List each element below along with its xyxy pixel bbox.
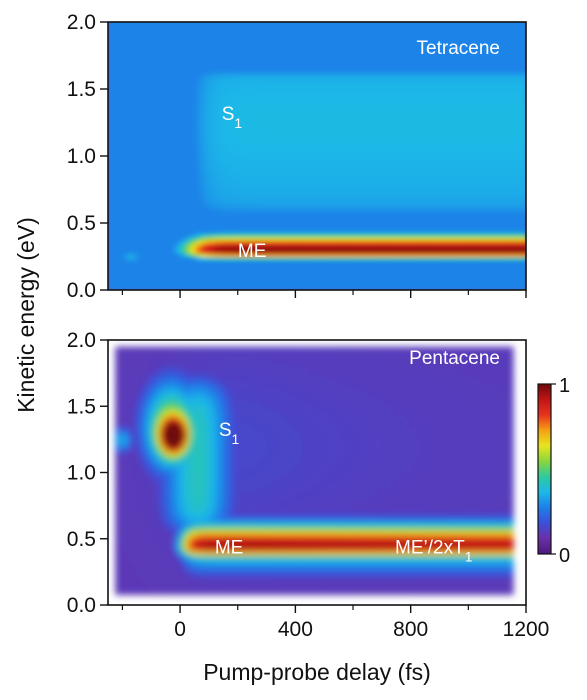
panel-pentacene-x-tick-label: 1200	[503, 618, 550, 641]
y-axis-title: Kinetic energy (eV)	[13, 217, 39, 413]
panel-tetracene-y-axis: 0.0 0.5 1.0 1.5 2.0	[67, 11, 108, 302]
colorbar: 1 0	[537, 375, 570, 567]
panel-pentacene-heatmap	[115, 346, 514, 595]
panel-pentacene-y-tick-label: 0.5	[67, 528, 96, 551]
panel-tetracene-x-ticks	[121, 290, 527, 298]
panel-tetracene-label: Tetracene	[417, 38, 500, 59]
panel-pentacene-label: Pentacene	[409, 348, 500, 369]
panel-tetracene-y-tick-label: 2.0	[67, 11, 96, 34]
panel-tetracene-y-tick-label: 0.5	[67, 212, 96, 235]
panel-pentacene-annotation: ME	[215, 538, 244, 559]
colorbar-min-label: 0	[559, 545, 570, 567]
panel-tetracene-heatmap	[108, 22, 526, 290]
panel-pentacene-x-tick-label: 0	[174, 618, 186, 641]
panel-tetracene-y-tick-label: 0.0	[67, 279, 96, 302]
panel-pentacene-x-tick-label: 800	[393, 618, 428, 641]
panel-tetracene-y-tick-label: 1.5	[67, 78, 96, 101]
panel-pentacene-y-tick-label: 1.5	[67, 395, 96, 418]
panel-pentacene-y-axis: 0.0 0.5 1.0 1.5 2.0	[67, 329, 108, 617]
colorbar-max-label: 1	[559, 375, 570, 397]
panel-tetracene-annotation: ME	[238, 241, 267, 262]
panel-pentacene-y-tick-label: 2.0	[67, 329, 96, 352]
panel-tetracene-y-tick-label: 1.0	[67, 145, 96, 168]
colorbar-scale	[537, 383, 552, 555]
panel-pentacene-x-axis: 0 400 800 1200	[121, 605, 550, 641]
x-axis-title: Pump-probe delay (fs)	[203, 659, 431, 685]
panel-pentacene-y-tick-label: 1.0	[67, 462, 96, 485]
panel-pentacene-y-tick-label: 0.0	[67, 594, 96, 617]
panel-pentacene: 0.00.51.01.52.0 0 400 800 1200 Pentacene S1…	[67, 329, 550, 641]
panel-pentacene-x-tick-label: 400	[278, 618, 313, 641]
